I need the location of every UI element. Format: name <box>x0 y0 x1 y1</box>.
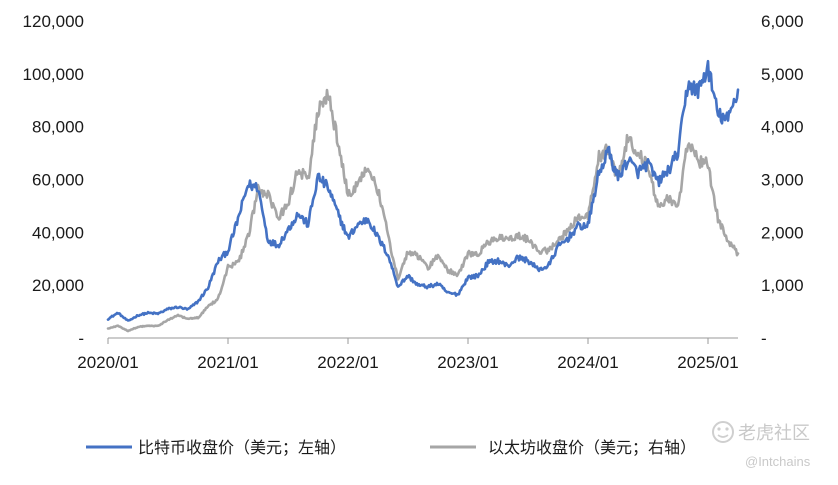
x-axis: 2020/01 2021/01 2022/01 2023/01 2024/01 2025/… <box>77 337 739 372</box>
y-right-tick-label: 6,000 <box>761 12 804 31</box>
x-tick-label: 2022/01 <box>317 353 378 372</box>
y-left-tick-label: 40,000 <box>32 223 84 242</box>
y-left-tick-label: 20,000 <box>32 276 84 295</box>
y-right-tick-label: 4,000 <box>761 118 804 137</box>
y-right-tick-label: 2,000 <box>761 223 804 242</box>
y-left-tick-label: 120,000 <box>23 12 84 31</box>
y-left-tick-label: 60,000 <box>32 171 84 190</box>
y-right-tick-label: 3,000 <box>761 171 804 190</box>
x-tick-label: 2025/01 <box>677 353 738 372</box>
y-right-tick-label: - <box>761 329 767 348</box>
series-line-btc <box>106 59 740 322</box>
legend-item: 比特币收盘价（美元；左轴） <box>86 438 346 457</box>
x-tick-label: 2020/01 <box>77 353 138 372</box>
y-right-tick-labels: - 1,000 2,000 3,000 4,000 5,000 6,000 <box>761 12 804 348</box>
legend-label: 比特币收盘价（美元；左轴） <box>138 438 346 457</box>
legend-label: 以太坊收盘价（美元；右轴） <box>488 438 696 457</box>
series-line-eth <box>106 88 740 333</box>
watermark-handle: @Intchains <box>745 454 811 469</box>
y-left-tick-label: 80,000 <box>32 118 84 137</box>
y-right-tick-label: 1,000 <box>761 276 804 295</box>
y-right-tick-label: 5,000 <box>761 65 804 84</box>
y-left-tick-label: 100,000 <box>23 65 84 84</box>
y-left-tick-label: - <box>78 329 84 348</box>
tiger-logo-icon <box>712 421 734 443</box>
x-tick-label: 2023/01 <box>437 353 498 372</box>
legend: 比特币收盘价（美元；左轴） 以太坊收盘价（美元；右轴） <box>86 438 696 457</box>
x-tick-label: 2024/01 <box>557 353 618 372</box>
legend-item: 以太坊收盘价（美元；右轴） <box>430 438 696 457</box>
watermark-brand: 老虎社区 <box>738 423 810 444</box>
x-tick-label: 2021/01 <box>197 353 258 372</box>
y-left-tick-labels: - 20,000 40,000 60,000 80,000 100,000 120,000 <box>23 12 84 348</box>
watermark: 老虎社区 @Intchains <box>712 421 811 469</box>
series-layer <box>106 59 740 333</box>
